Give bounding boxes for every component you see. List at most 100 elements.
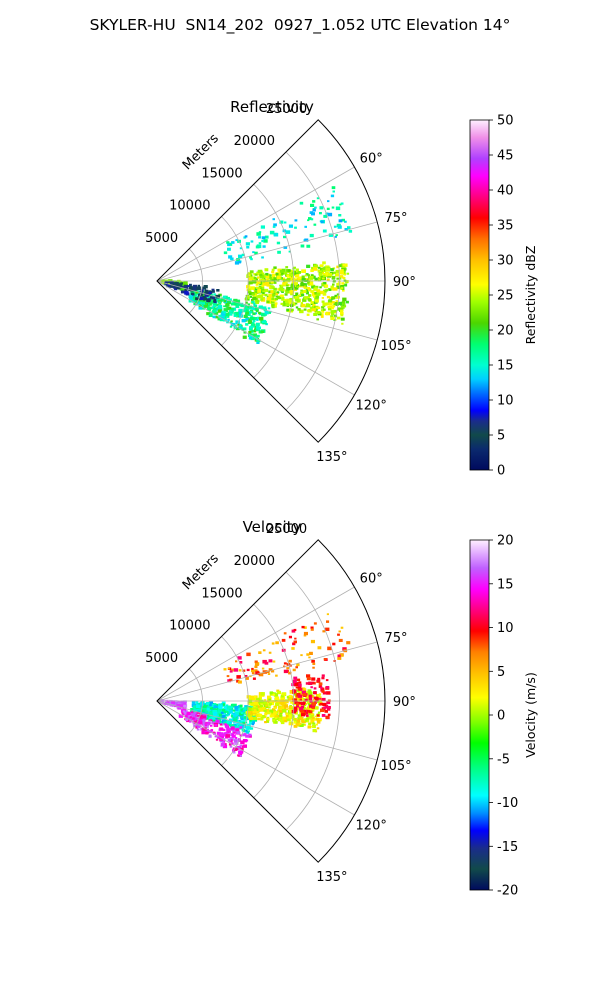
echo-cell xyxy=(266,720,270,723)
echo-cell xyxy=(282,282,286,286)
radial-tick-label: 10000 xyxy=(169,619,210,634)
echo-cell xyxy=(284,221,287,224)
echo-cell xyxy=(331,206,335,209)
echo-cell xyxy=(204,704,208,707)
echo-cell xyxy=(308,694,312,698)
echo-cell xyxy=(209,709,213,713)
echo-cell xyxy=(297,687,301,691)
echo-cell xyxy=(261,293,265,296)
echo-cell xyxy=(272,708,276,711)
echo-cell xyxy=(237,707,242,712)
echo-cell xyxy=(272,719,276,722)
echo-cell xyxy=(245,309,249,312)
echo-cell xyxy=(309,233,314,238)
echo-cell xyxy=(253,718,258,722)
echo-cell xyxy=(317,276,322,281)
grid-spoke xyxy=(156,166,355,282)
echo-cell xyxy=(278,707,282,710)
echo-cell xyxy=(271,273,276,277)
echo-cell xyxy=(218,709,223,714)
echo-cell xyxy=(303,631,308,636)
echo-cell xyxy=(344,228,348,231)
echo-cell xyxy=(326,278,330,281)
echo-cell xyxy=(303,634,307,637)
echo-cell xyxy=(215,315,219,319)
echo-cell xyxy=(259,699,264,704)
echo-cell xyxy=(213,720,217,723)
echo-cell xyxy=(346,272,350,275)
echo-cell xyxy=(316,318,319,321)
echo-cell xyxy=(223,308,228,312)
echo-cell xyxy=(281,277,286,281)
echo-cell xyxy=(259,704,263,707)
echo-cell xyxy=(256,232,261,236)
echo-cell xyxy=(268,698,271,701)
echo-cell xyxy=(170,285,173,288)
echo-cell xyxy=(201,707,206,711)
echo-cell xyxy=(249,717,254,720)
echo-cell xyxy=(248,310,253,314)
echo-cell xyxy=(341,322,344,325)
echo-cell xyxy=(283,665,286,668)
echo-cell xyxy=(223,705,228,709)
echo-cell xyxy=(167,284,171,287)
echo-cell xyxy=(239,661,243,664)
echo-cell xyxy=(232,713,237,717)
echo-cell xyxy=(266,700,270,703)
echo-cell xyxy=(258,651,262,654)
echo-cell xyxy=(252,719,255,722)
echo-cell xyxy=(221,310,225,313)
echo-cell xyxy=(322,304,326,308)
echo-cell xyxy=(299,309,304,314)
echo-cell xyxy=(248,327,253,331)
echo-cell xyxy=(199,293,204,296)
echo-cell xyxy=(183,281,188,285)
echo-cell xyxy=(229,724,235,728)
echo-cell xyxy=(313,718,317,721)
echo-cell xyxy=(201,722,205,725)
echo-cell xyxy=(343,273,346,276)
echo-cell xyxy=(251,669,255,673)
echo-cell xyxy=(265,275,270,279)
echo-cell xyxy=(342,263,346,267)
echo-cell xyxy=(246,726,252,730)
echo-cell xyxy=(164,700,167,703)
echo-cell xyxy=(246,713,251,717)
echo-cell xyxy=(252,312,256,316)
echo-cell xyxy=(173,285,178,289)
echo-cell xyxy=(285,713,289,716)
echo-cell xyxy=(318,697,322,700)
echo-cell xyxy=(289,290,295,294)
echo-cell xyxy=(250,276,254,280)
echo-cell xyxy=(286,718,290,722)
echo-cell xyxy=(326,700,331,705)
grid-spoke xyxy=(156,641,378,702)
echo-cell xyxy=(274,302,278,305)
echo-cell xyxy=(301,275,305,279)
echo-cell xyxy=(254,714,258,717)
echo-cell xyxy=(342,647,347,651)
echo-cell xyxy=(270,285,274,288)
echo-cell xyxy=(222,728,226,731)
echo-cell xyxy=(251,672,255,675)
echo-cell xyxy=(205,717,209,720)
echo-cell xyxy=(227,713,230,716)
colorbar-tick-label: -10 xyxy=(497,796,518,811)
echo-cell xyxy=(309,282,314,286)
colorbar-tick-label: 20 xyxy=(497,324,514,339)
colorbar-tick-label: -15 xyxy=(497,840,518,855)
echo-cell xyxy=(240,740,245,744)
echo-cell xyxy=(247,303,250,306)
echo-cell xyxy=(252,677,256,680)
echo-cell xyxy=(288,302,292,304)
echo-cell xyxy=(216,289,220,292)
echo-cell xyxy=(314,307,318,311)
echo-cell xyxy=(229,312,233,316)
echo-cell xyxy=(288,712,292,716)
echo-cell xyxy=(289,278,292,281)
echo-cell xyxy=(295,666,298,669)
echo-cell xyxy=(297,717,301,720)
echo-cell xyxy=(315,699,319,702)
echo-cell xyxy=(258,242,262,245)
echo-cell xyxy=(231,715,235,718)
